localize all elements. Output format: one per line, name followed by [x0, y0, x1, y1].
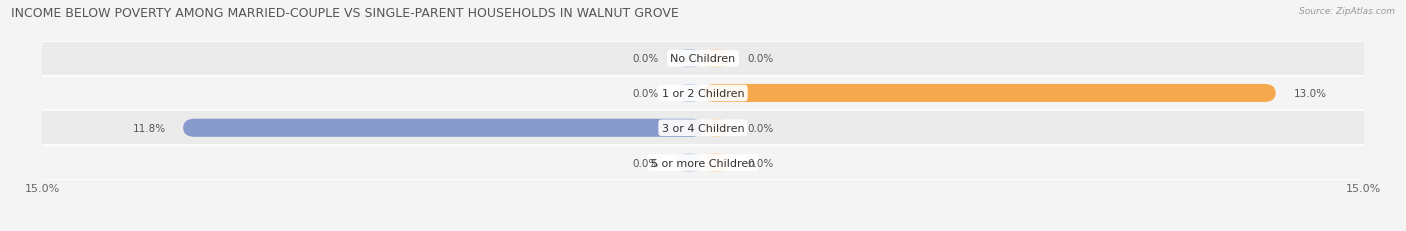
FancyBboxPatch shape — [676, 154, 703, 172]
Text: 0.0%: 0.0% — [633, 88, 659, 99]
Text: 11.8%: 11.8% — [132, 123, 166, 133]
Bar — [42, 146, 1364, 180]
Text: No Children: No Children — [671, 54, 735, 64]
FancyBboxPatch shape — [703, 50, 730, 68]
Text: INCOME BELOW POVERTY AMONG MARRIED-COUPLE VS SINGLE-PARENT HOUSEHOLDS IN WALNUT : INCOME BELOW POVERTY AMONG MARRIED-COUPL… — [11, 7, 679, 20]
FancyBboxPatch shape — [703, 119, 730, 137]
Text: 0.0%: 0.0% — [633, 158, 659, 168]
FancyBboxPatch shape — [703, 154, 730, 172]
Bar — [42, 42, 1364, 76]
Text: Source: ZipAtlas.com: Source: ZipAtlas.com — [1299, 7, 1395, 16]
Text: 13.0%: 13.0% — [1294, 88, 1326, 99]
Text: 0.0%: 0.0% — [747, 123, 773, 133]
FancyBboxPatch shape — [676, 85, 703, 103]
FancyBboxPatch shape — [183, 119, 703, 137]
Text: 5 or more Children: 5 or more Children — [651, 158, 755, 168]
Text: 3 or 4 Children: 3 or 4 Children — [662, 123, 744, 133]
Text: 0.0%: 0.0% — [747, 158, 773, 168]
Text: 1 or 2 Children: 1 or 2 Children — [662, 88, 744, 99]
Bar — [42, 76, 1364, 111]
Text: 0.0%: 0.0% — [633, 54, 659, 64]
Text: 0.0%: 0.0% — [747, 54, 773, 64]
FancyBboxPatch shape — [703, 85, 1275, 103]
Bar — [42, 111, 1364, 146]
FancyBboxPatch shape — [676, 50, 703, 68]
